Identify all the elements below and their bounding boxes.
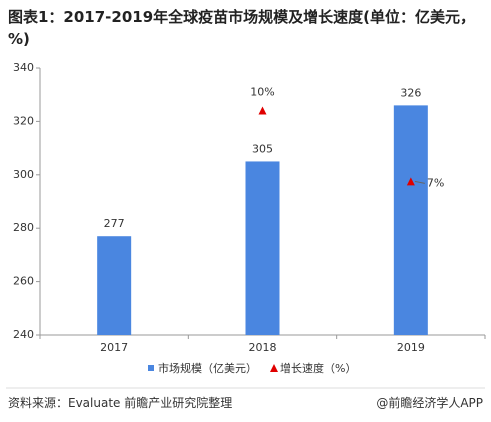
bar	[393, 105, 428, 335]
x-tick-label: 2019	[397, 341, 425, 354]
x-tick-label: 2017	[100, 341, 128, 354]
legend-label: 市场规模（亿美元）	[158, 361, 257, 375]
source: 资料来源：Evaluate 前瞻产业研究院整理	[8, 396, 233, 410]
y-tick-label: 340	[13, 61, 34, 74]
y-tick-label: 260	[13, 275, 34, 288]
marker	[406, 177, 415, 186]
legend-label: 增长速度（%）	[280, 361, 356, 375]
data-label: 277	[104, 217, 125, 230]
leader-line	[414, 180, 425, 184]
data-label: 7%	[427, 176, 444, 189]
legend-swatch	[270, 364, 278, 372]
legend-swatch	[148, 365, 154, 371]
credit: @前瞻经济学人APP	[376, 396, 483, 410]
y-tick-label: 300	[13, 168, 34, 181]
x-tick-label: 2018	[249, 341, 277, 354]
bar	[97, 236, 132, 335]
y-tick-label: 320	[13, 114, 34, 127]
data-label: 326	[400, 86, 421, 99]
marker	[258, 106, 267, 115]
chart-title: 图表1：2017-2019年全球疫苗市场规模及增长速度(单位：亿美元，%)	[8, 8, 476, 48]
bar	[245, 161, 280, 335]
data-label: 305	[252, 142, 273, 155]
data-label: 10%	[250, 86, 274, 99]
y-tick-label: 240	[13, 328, 34, 341]
y-tick-label: 280	[13, 221, 34, 234]
